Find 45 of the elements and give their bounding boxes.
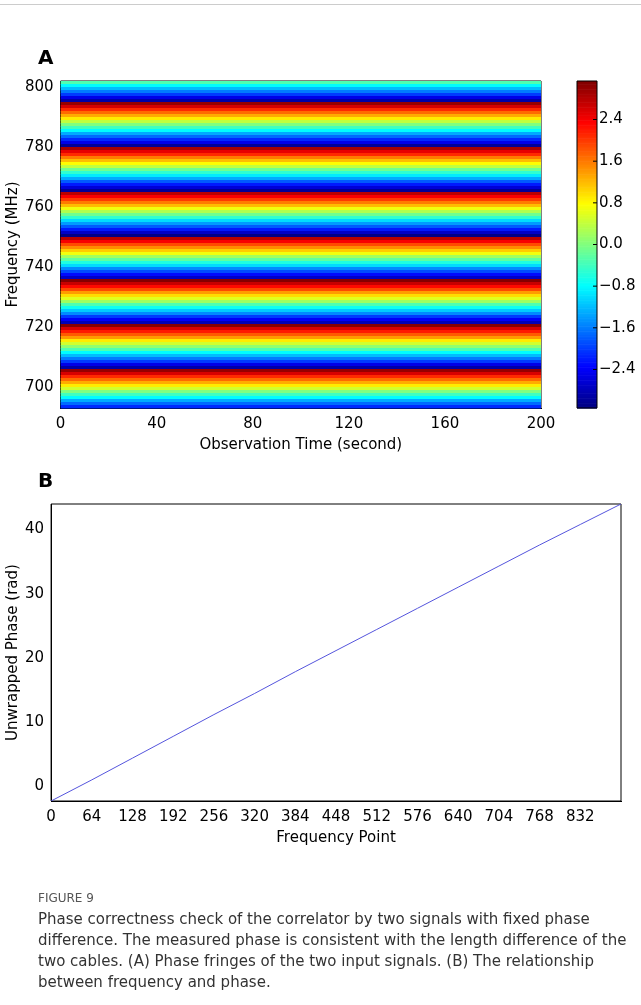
color-bar-label: −1.6	[599, 317, 636, 336]
x-axis-title: Frequency Point	[276, 827, 396, 846]
x-tick-label: 192	[158, 806, 188, 825]
y-tick-label: 780	[24, 136, 54, 155]
chart-title: B	[37, 468, 55, 492]
color-bar-label: −2.4	[599, 359, 636, 378]
y-tick-label: 0	[34, 775, 45, 794]
y-tick-label: 20	[24, 647, 45, 666]
x-tick-label: 768	[525, 806, 554, 825]
x-axis-title: Observation Time (second)	[199, 434, 403, 453]
x-tick-label: 256	[199, 806, 229, 825]
color-bar-label: 0.0	[599, 234, 623, 253]
y-tick-label: 740	[24, 256, 54, 275]
x-tick-label: 120	[334, 413, 364, 432]
color-bar-label: −0.8	[599, 276, 636, 295]
x-tick-label: 64	[82, 806, 102, 825]
x-tick-label: 704	[484, 806, 514, 825]
y-tick-label: 720	[24, 316, 54, 335]
color-bar-label: 1.6	[599, 151, 623, 170]
caption: FIGURE 9	[38, 891, 94, 905]
x-tick-label: 576	[403, 806, 432, 825]
x-tick-label: 0	[55, 413, 66, 432]
y-axis-title: Unwrapped Phase (rad)	[2, 564, 21, 741]
x-tick-label: 512	[362, 806, 392, 825]
y-tick-label: 760	[24, 196, 54, 215]
x-tick-label: 128	[118, 806, 147, 825]
x-tick-label: 160	[430, 413, 460, 432]
chart-title: A	[37, 45, 55, 69]
x-tick-label: 384	[281, 806, 310, 825]
x-tick-label: 448	[321, 806, 351, 825]
y-tick-label: 800	[24, 76, 54, 95]
y-tick-label: 10	[24, 711, 45, 730]
text: Phase correctness check of the correlator by two signals with fixed phase difference. The measured phase is consistent with the length difference of the two cables. (A) Phase fringes of the two input signals. (B) The relationship between frequency and phase.	[37, 909, 628, 993]
x-tick-label: 320	[240, 806, 269, 825]
x-tick-label: 640	[443, 806, 473, 825]
color-bar-label: 2.4	[599, 109, 623, 128]
x-tick-label: 40	[147, 413, 167, 432]
y-tick-label: 700	[24, 376, 54, 395]
y-tick-label: 30	[24, 583, 45, 602]
y-tick-label: 40	[24, 519, 45, 538]
y-axis-title: Frequency (MHz)	[2, 181, 21, 308]
x-tick-label: 200	[526, 413, 556, 432]
x-tick-label: 832	[565, 806, 595, 825]
x-tick-label: 80	[243, 413, 263, 432]
color-bar-label: 0.8	[599, 192, 623, 211]
